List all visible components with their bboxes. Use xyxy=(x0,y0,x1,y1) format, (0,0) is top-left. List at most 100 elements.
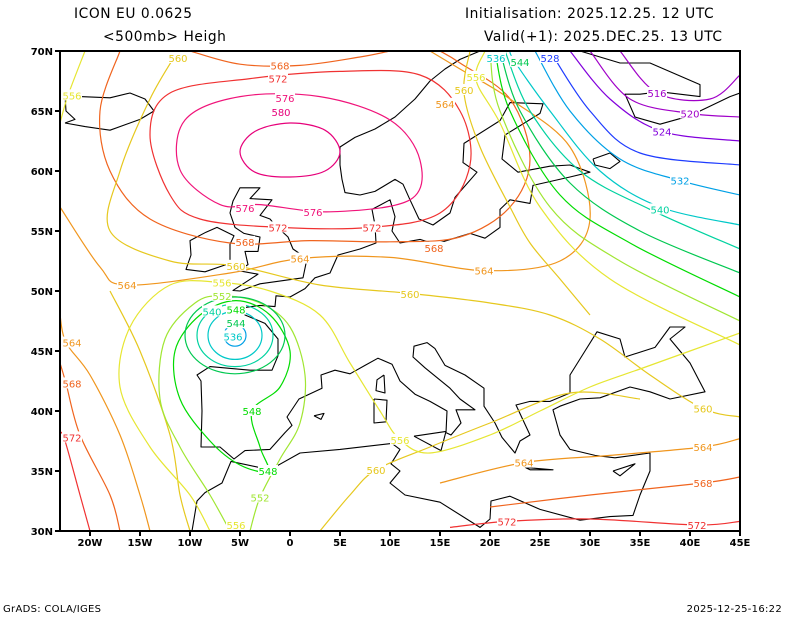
contour-528 xyxy=(549,51,740,166)
contour-label: 556 xyxy=(212,279,231,290)
contour-label: 572 xyxy=(362,223,381,234)
lon-tick-label: 10W xyxy=(178,538,203,549)
contour-label-background xyxy=(258,465,278,476)
contour-label-background xyxy=(466,70,486,82)
model-title: ICON EU 0.0625 xyxy=(74,6,193,22)
contour-label: 540 xyxy=(202,307,221,318)
contour-label: 560 xyxy=(168,54,187,65)
lat-tick-label: 45N xyxy=(31,347,53,358)
lat-tick-label: 40N xyxy=(31,407,53,418)
contour-label: 568 xyxy=(270,61,289,72)
contour-label-background xyxy=(400,288,420,299)
initialisation-time: Initialisation: 2025.12.25. 12 UTC xyxy=(465,6,715,22)
contour-label: 548 xyxy=(226,306,245,317)
contour-label-background xyxy=(510,55,530,67)
contour-label: 564 xyxy=(290,255,309,266)
contour-label-background xyxy=(226,519,246,530)
lon-tick-label: 20W xyxy=(78,538,103,549)
coastline xyxy=(64,92,155,131)
contour-572 xyxy=(60,431,91,531)
contour-label-background xyxy=(226,303,246,315)
contour-label-background xyxy=(366,463,386,475)
contour-label-background xyxy=(693,477,713,488)
contour-560 xyxy=(319,391,641,531)
contour-label: 576 xyxy=(303,208,322,219)
lat-tick-label: 70N xyxy=(31,47,53,58)
contour-label-background xyxy=(212,276,232,288)
contour-576 xyxy=(175,93,423,213)
contour-label-background xyxy=(226,259,246,271)
coastline xyxy=(524,466,554,471)
contour-label-background xyxy=(693,441,713,452)
contour-label: 548 xyxy=(242,407,261,418)
contour-580 xyxy=(239,122,341,178)
contour-556 xyxy=(60,51,86,124)
contour-label-background xyxy=(117,279,137,290)
lon-tick-label: 25E xyxy=(530,538,551,549)
contour-520 xyxy=(589,51,740,118)
contour-label-background xyxy=(268,221,288,233)
contour-label-background xyxy=(242,405,262,416)
contour-552 xyxy=(489,51,740,322)
lon-tick-label: 15W xyxy=(128,538,153,549)
contour-label-background xyxy=(62,89,82,101)
contour-label: 548 xyxy=(258,467,277,478)
render-timestamp: 2025-12-25-16:22 xyxy=(686,604,782,615)
contour-label-background xyxy=(454,84,474,95)
contour-label: 580 xyxy=(271,108,290,119)
field-title: <500mb> Heigh xyxy=(103,29,227,45)
lon-tick-label: 15E xyxy=(430,538,451,549)
contour-560 xyxy=(109,290,191,531)
lon-tick-label: 45E xyxy=(730,538,751,549)
contour-label-background xyxy=(362,221,382,233)
contour-label: 572 xyxy=(62,433,81,444)
contour-label-background xyxy=(390,433,410,445)
valid-time: Valid(+1): 2025.DEC.25. 13 UTC xyxy=(484,29,723,45)
contour-label-background xyxy=(275,91,295,103)
lon-tick-label: 40E xyxy=(680,538,701,549)
contour-label: 528 xyxy=(540,54,559,65)
contour-label: 560 xyxy=(693,405,712,416)
lon-tick-label: 0 xyxy=(287,538,294,549)
contour-label-background xyxy=(670,174,690,186)
contour-label-background xyxy=(270,59,290,71)
contour-label: 564 xyxy=(474,267,493,278)
coastline xyxy=(191,51,706,531)
contour-label: 568 xyxy=(424,244,443,255)
contour-524 xyxy=(569,51,740,142)
contour-label: 556 xyxy=(466,73,485,84)
contour-568 xyxy=(189,51,391,67)
contour-label: 568 xyxy=(62,379,81,390)
lon-tick-label: 30E xyxy=(580,538,601,549)
contour-label-background xyxy=(62,431,82,443)
lon-tick-label: 5W xyxy=(231,538,249,549)
lat-tick-label: 55N xyxy=(31,227,53,238)
contour-560 xyxy=(106,51,740,418)
contour-532 xyxy=(534,51,740,196)
contour-label: 556 xyxy=(226,521,245,532)
contour-label: 564 xyxy=(117,281,136,292)
contour-label: 544 xyxy=(510,58,529,69)
lat-tick-label: 35N xyxy=(31,467,53,478)
contour-548 xyxy=(494,51,740,298)
contour-label: 540 xyxy=(650,205,669,216)
contour-label: 560 xyxy=(226,262,245,273)
coastline xyxy=(375,374,386,394)
coastline xyxy=(413,430,447,452)
contour-568 xyxy=(489,476,740,508)
contour-label-background xyxy=(235,235,255,247)
contour-label: 564 xyxy=(62,339,81,350)
contour-540 xyxy=(504,51,740,250)
contour-544 xyxy=(499,51,740,274)
contour-label: 556 xyxy=(390,436,409,447)
contour-label-background xyxy=(650,203,670,215)
lat-tick-label: 30N xyxy=(31,527,53,538)
contour-label: 572 xyxy=(497,517,516,528)
contour-label-background xyxy=(687,519,707,530)
contour-label: 516 xyxy=(647,89,666,100)
contour-label-background xyxy=(62,377,82,389)
contour-label: 536 xyxy=(486,54,505,65)
contour-label-background xyxy=(290,252,310,264)
contour-label-background xyxy=(268,72,288,84)
contour-label: 536 xyxy=(223,332,242,343)
